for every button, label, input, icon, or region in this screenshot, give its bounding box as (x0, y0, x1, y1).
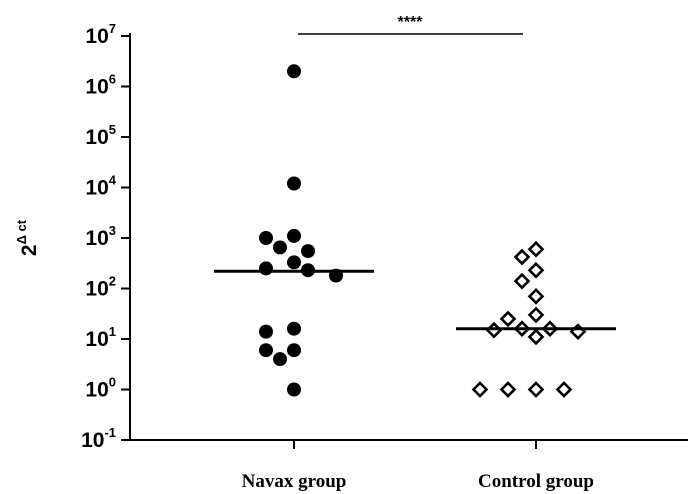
navax-data-point (287, 321, 301, 336)
y-tick-label: 103 (85, 223, 116, 250)
x-category-label: Navax group (242, 471, 347, 492)
y-axis-label-base: 2 (18, 244, 41, 256)
control-data-point (499, 310, 517, 328)
control-data-point (499, 381, 517, 398)
y-tick-label-exponent: 3 (109, 223, 116, 238)
y-tick-label: 104 (85, 173, 116, 200)
navax-data-point (287, 343, 301, 358)
x-axis-labels: Navax group Control group (242, 471, 594, 492)
y-tick-label-exponent: 2 (109, 274, 116, 289)
data-points (259, 64, 587, 398)
y-tick-label-base: 10 (85, 76, 108, 99)
control-data-point (471, 381, 489, 398)
y-tick-label: 106 (85, 72, 116, 99)
significance-label: **** (398, 14, 424, 31)
y-tick-label-exponent: 7 (109, 21, 116, 36)
y-tick-label: 100 (85, 375, 116, 402)
control-data-point (513, 248, 531, 266)
y-tick-label-base: 10 (85, 379, 108, 402)
y-tick-label-base: 10 (85, 126, 108, 149)
control-data-point (527, 328, 545, 346)
y-tick-label-exponent: 5 (109, 122, 116, 137)
navax-data-point (259, 343, 273, 358)
y-tick-label-base: 10 (85, 227, 108, 250)
y-tick-label: 102 (85, 274, 116, 301)
y-tick-label: 10-1 (81, 425, 116, 452)
navax-data-point (287, 382, 301, 397)
y-tick-label-exponent: -1 (104, 425, 116, 440)
significance-annotation: **** (298, 14, 523, 35)
navax-data-point (273, 352, 287, 367)
y-axis-label: 2Δ ct (14, 219, 41, 256)
y-tick-label-base: 10 (85, 278, 108, 301)
y-tick-label: 105 (85, 122, 116, 149)
median-lines (214, 269, 616, 331)
y-tick-label-base: 10 (81, 429, 104, 452)
control-data-point (527, 261, 545, 279)
navax-data-point (259, 231, 273, 245)
control-data-point (527, 287, 545, 305)
y-tick-label-exponent: 1 (109, 324, 116, 339)
control-data-point (513, 272, 531, 290)
control-data-point (555, 381, 573, 398)
y-tick-label: 107 (85, 21, 116, 48)
y-tick-label: 101 (85, 324, 116, 351)
y-tick-label-exponent: 6 (109, 72, 116, 87)
navax-data-point (259, 324, 273, 339)
y-tick-label-base: 10 (85, 25, 108, 48)
y-tick-label-base: 10 (85, 177, 108, 200)
y-tick-label-exponent: 4 (109, 173, 117, 188)
navax-data-point (287, 255, 301, 270)
navax-data-point (273, 240, 287, 255)
y-tick-label-base: 10 (85, 328, 108, 351)
navax-data-point (287, 64, 301, 79)
control-data-point (527, 381, 545, 398)
control-data-point (527, 306, 545, 324)
navax-data-point (287, 228, 301, 243)
navax-data-point (301, 244, 315, 259)
control-data-point (569, 323, 587, 340)
x-category-label: Control group (478, 471, 594, 492)
y-tick-label-exponent: 0 (109, 375, 116, 390)
y-axis-label-superscript: Δ ct (14, 219, 29, 244)
control-data-point (527, 240, 545, 258)
navax-data-point (287, 176, 301, 191)
x-axis-ticks (293, 440, 537, 449)
navax-data-point (259, 261, 273, 276)
